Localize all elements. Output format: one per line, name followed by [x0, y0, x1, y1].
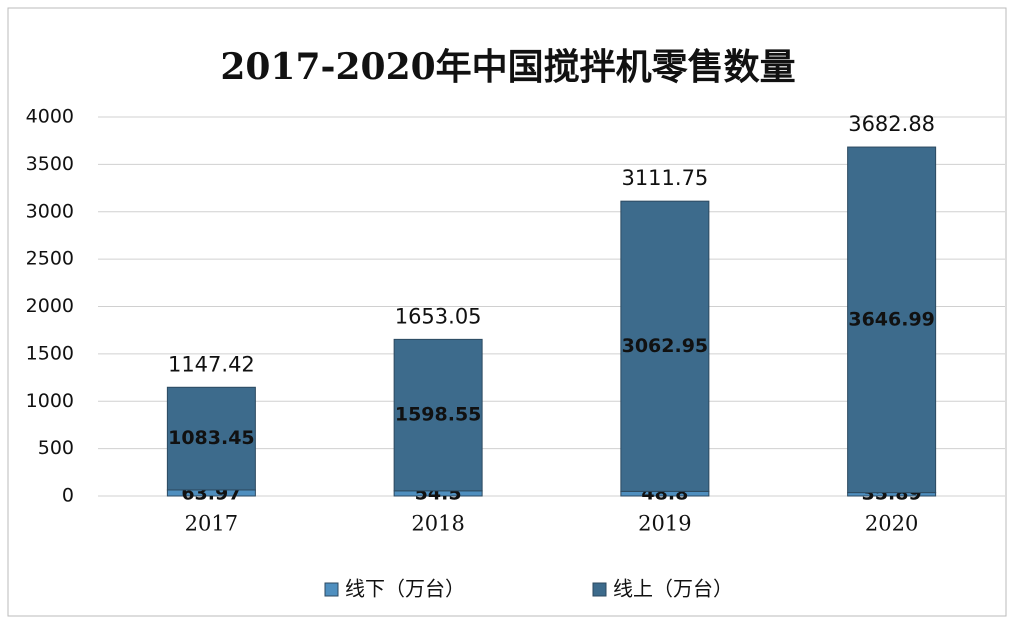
total-label: 1653.05 — [395, 304, 482, 328]
y-tick-label: 2500 — [26, 248, 74, 270]
data-label: 1083.45 — [168, 427, 255, 449]
total-label: 1147.42 — [168, 352, 255, 376]
legend-swatch — [592, 582, 607, 597]
bar-segment — [166, 386, 256, 491]
chart-title: 2017-2020年中国搅拌机零售数量 — [220, 46, 795, 88]
x-tick-label: 2017 — [185, 512, 238, 536]
y-tick-label: 2000 — [26, 295, 74, 317]
x-tick-label: 2019 — [638, 512, 691, 536]
data-label: 3646.99 — [848, 308, 935, 330]
chart-frame — [7, 7, 1007, 617]
y-tick-label: 4000 — [26, 106, 74, 128]
x-tick-label: 2020 — [865, 512, 918, 536]
bar-segment — [620, 200, 710, 492]
y-tick-label: 3500 — [26, 153, 74, 175]
legend-label: 线上（万台） — [613, 577, 733, 601]
bar-segment — [393, 338, 483, 492]
y-tick-label: 500 — [38, 437, 74, 459]
y-tick-label: 1500 — [26, 342, 74, 364]
y-tick-label: 1000 — [26, 390, 74, 412]
x-tick-label: 2018 — [411, 512, 464, 536]
data-label: 3062.95 — [622, 335, 709, 357]
total-label: 3682.88 — [848, 112, 935, 136]
legend-label: 线下（万台） — [345, 577, 465, 601]
bar-segment — [847, 146, 937, 494]
data-label: 1598.55 — [395, 404, 482, 426]
legend-swatch — [324, 582, 339, 597]
y-tick-label: 0 — [62, 485, 74, 507]
y-tick-label: 3000 — [26, 200, 74, 222]
total-label: 3111.75 — [621, 166, 708, 190]
